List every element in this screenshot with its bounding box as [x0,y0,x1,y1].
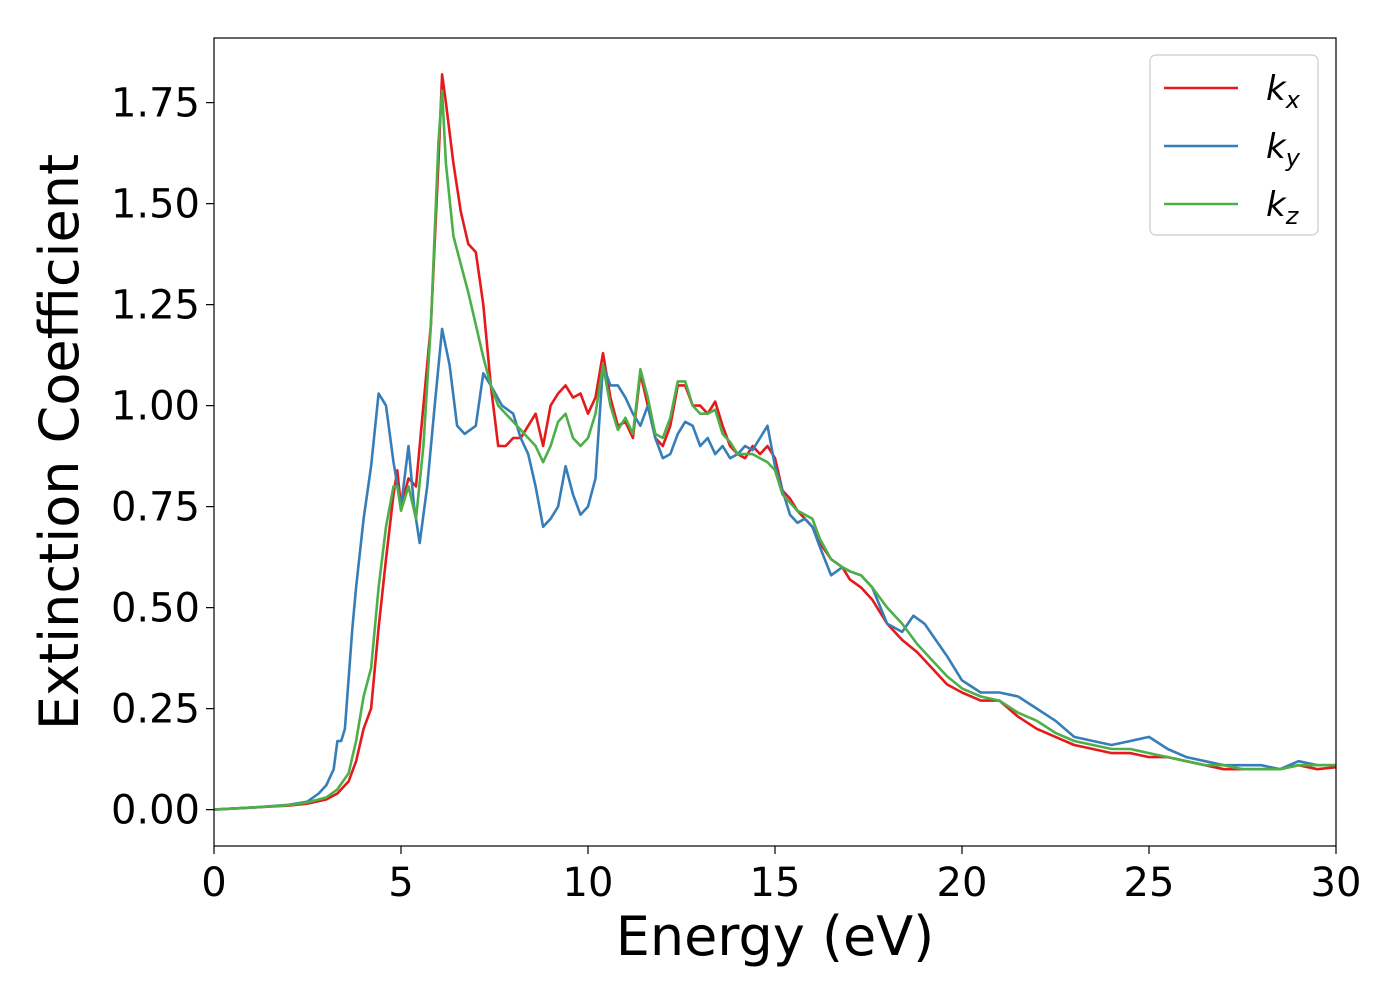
x-tick-label: 15 [750,860,801,906]
y-tick-label: 1.25 [111,283,200,329]
series-line-y [213,327,1336,811]
y-tick-label: 0.50 [111,586,200,632]
y-tick-label: 0.25 [111,687,200,733]
y-tick-label: 1.00 [111,384,200,430]
y-tick-label: 0.00 [111,788,200,834]
y-axis: 0.00 0.25 0.50 0.75 1.00 1.25 1.50 1.75 [111,81,214,834]
x-tick-label: 25 [1124,860,1175,906]
y-tick-label: 1.75 [111,81,200,127]
legend-label-x: kx [1266,69,1301,114]
x-tick-label: 0 [201,860,226,906]
x-axis: 0 5 10 15 20 25 30 [201,846,1361,906]
series-line-z [213,89,1336,811]
x-tick-label: 20 [937,860,988,906]
x-tick-label: 30 [1311,860,1362,906]
x-axis-label: Energy (eV) [616,905,935,968]
legend: kx ky kz [1149,54,1319,236]
x-tick-label: 10 [563,860,614,906]
legend-label-y: ky [1266,127,1301,172]
series-layer [213,73,1337,811]
legend-label-z: kz [1266,185,1300,230]
y-tick-label: 1.50 [111,182,200,228]
series-line-x [213,73,1337,811]
y-tick-label: 0.75 [111,485,200,531]
x-tick-label: 5 [388,860,413,906]
y-axis-label: Extinction Coefficient [28,154,91,730]
